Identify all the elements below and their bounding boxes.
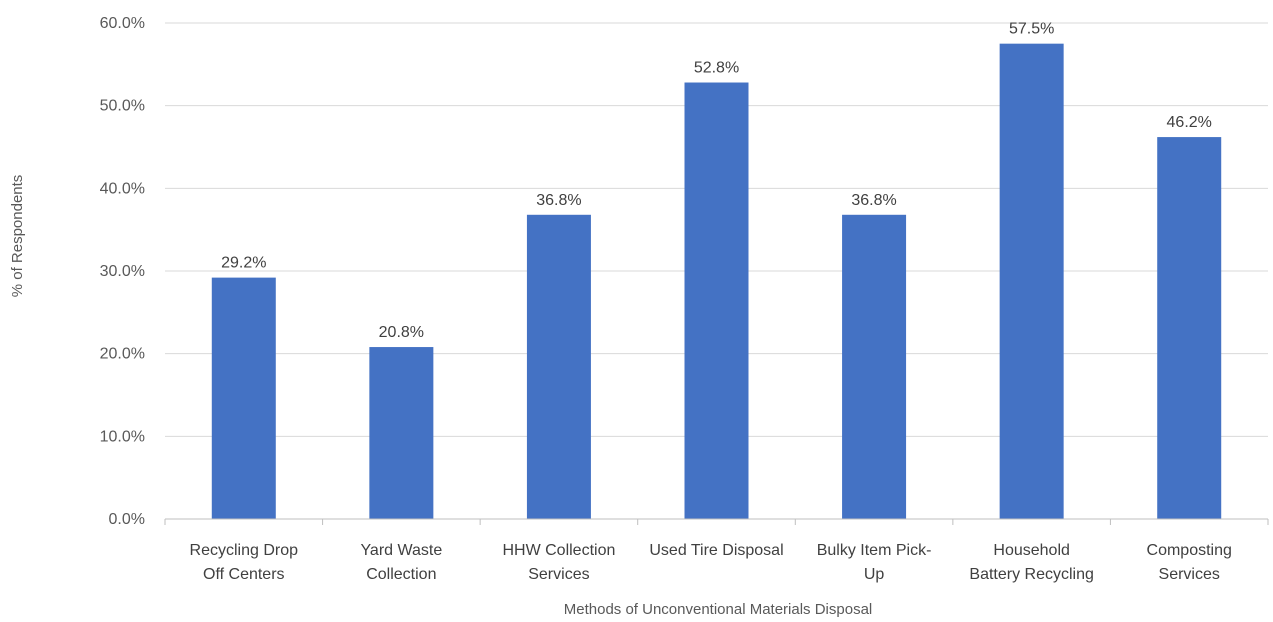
- category-label: Yard Waste: [360, 542, 442, 559]
- data-label: 52.8%: [694, 60, 739, 77]
- category-label: Composting: [1147, 542, 1232, 559]
- y-tick-label: 0.0%: [109, 511, 145, 528]
- category-label: Services: [528, 566, 589, 583]
- category-label: Collection: [366, 566, 436, 583]
- bar: [999, 43, 1064, 520]
- y-axis-title: % of Respondents: [9, 175, 26, 298]
- category-label: Used Tire Disposal: [649, 542, 783, 559]
- bar: [684, 82, 749, 520]
- data-label: 20.8%: [379, 324, 424, 341]
- category-label: Bulky Item Pick-: [817, 542, 932, 559]
- data-label: 36.8%: [851, 192, 896, 209]
- category-label: HHW Collection: [502, 542, 615, 559]
- y-tick-label: 50.0%: [100, 98, 145, 115]
- category-label: Up: [864, 566, 885, 583]
- y-axis-ticks: 0.0% 10.0% 20.0% 30.0% 40.0% 50.0% 60.0%: [100, 15, 145, 528]
- data-label: 57.5%: [1009, 21, 1054, 38]
- bar: [842, 214, 907, 519]
- data-label: 29.2%: [221, 255, 266, 272]
- y-tick-label: 30.0%: [100, 263, 145, 280]
- bars: [211, 43, 1222, 520]
- y-tick-label: 10.0%: [100, 428, 145, 445]
- category-label: Household: [993, 542, 1070, 559]
- data-labels: 29.2% 20.8% 36.8% 52.8% 36.8% 57.5% 46.2%: [221, 21, 1212, 341]
- category-label: Services: [1159, 566, 1220, 583]
- y-tick-label: 60.0%: [100, 15, 145, 32]
- bar: [211, 277, 276, 519]
- y-tick-label: 40.0%: [100, 180, 145, 197]
- category-label: Recycling Drop: [190, 542, 299, 559]
- data-label: 46.2%: [1167, 114, 1212, 131]
- category-label: Off Centers: [203, 566, 285, 583]
- category-labels: Recycling Drop Off Centers Yard Waste Colle…: [190, 542, 1232, 583]
- y-tick-label: 20.0%: [100, 346, 145, 363]
- category-label: Battery Recycling: [969, 566, 1094, 583]
- bar: [526, 214, 591, 519]
- bar: [1157, 137, 1222, 519]
- data-label: 36.8%: [536, 192, 581, 209]
- x-axis: [164, 518, 1269, 525]
- bar: [369, 347, 434, 519]
- x-axis-title: Methods of Unconventional Materials Disp…: [564, 601, 873, 618]
